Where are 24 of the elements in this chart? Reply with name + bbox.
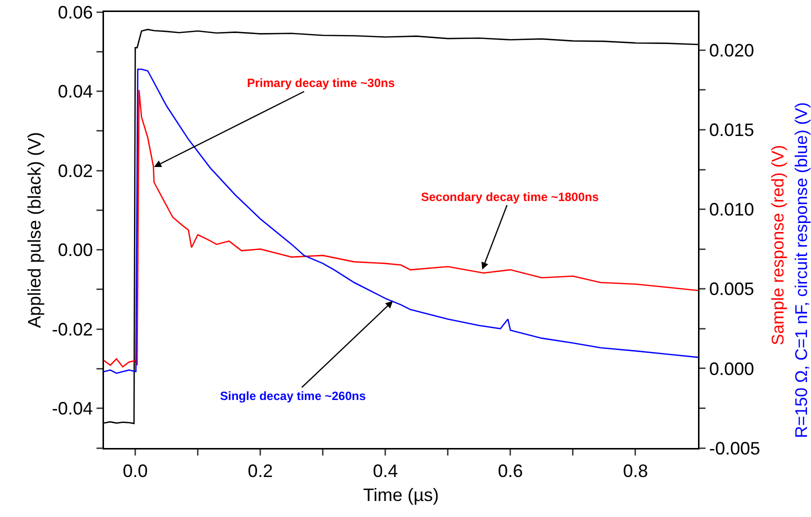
text: R=150 Ω, C=1 nF, circuit response (blue) (V) bbox=[792, 102, 811, 438]
x-tick-label: 0.2 bbox=[248, 461, 273, 482]
y2-tick-label: -0.005 bbox=[709, 438, 760, 458]
x-tick-label: 0.0 bbox=[122, 461, 148, 482]
annotation: Secondary decay time ~1800ns bbox=[421, 190, 600, 204]
y2-tick-label: 0.020 bbox=[709, 40, 754, 60]
y-tick-label: 0.02 bbox=[58, 160, 93, 181]
x-tick-label: 0.8 bbox=[622, 461, 648, 482]
y-tick-label: 0.00 bbox=[58, 240, 93, 260]
y2-tick-label: 0.015 bbox=[709, 120, 754, 140]
y-tick-label: -0.04 bbox=[52, 398, 93, 419]
y-axis-title: Applied pulse (black) (V) bbox=[24, 132, 44, 328]
annotation: Single decay time ~260ns bbox=[220, 389, 366, 403]
annotation: Primary decay time ~30ns bbox=[247, 76, 396, 90]
y2-tick-label: 0.010 bbox=[709, 200, 754, 220]
y2-tick-label: 0.005 bbox=[709, 279, 754, 300]
x-tick-label: 0.6 bbox=[498, 461, 523, 482]
x-axis-title: Time (µs) bbox=[363, 484, 439, 505]
y2-tick-label: 0.000 bbox=[709, 358, 754, 379]
text: Sample response (red) (V) bbox=[768, 144, 788, 346]
y-tick-label: -0.02 bbox=[52, 319, 93, 340]
y-tick-label: 0.04 bbox=[58, 82, 93, 102]
y-tick-label: 0.06 bbox=[58, 2, 93, 22]
x-tick-label: 0.4 bbox=[372, 461, 398, 482]
